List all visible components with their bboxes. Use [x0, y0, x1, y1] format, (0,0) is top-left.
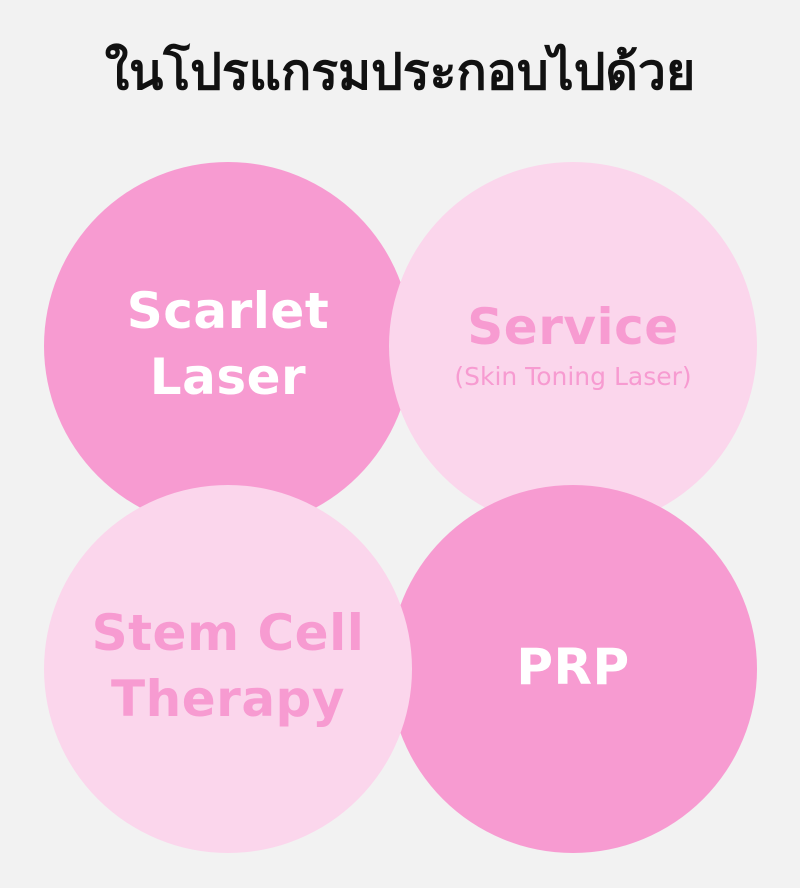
prp-circle: PRP	[389, 485, 757, 853]
service-subtitle: (Skin Toning Laser)	[454, 362, 692, 391]
page-title: ในโปรแกรมประกอบไปด้วย	[104, 43, 696, 101]
scarlet-laser-line2: Laser	[149, 348, 307, 406]
prp-label: PRP	[516, 634, 629, 700]
scarlet-laser-line1: Scarlet	[126, 282, 330, 340]
scarlet-laser-circle: Scarlet Laser	[44, 162, 412, 530]
stem-cell-line2: Therapy	[111, 670, 345, 728]
stem-cell-therapy-circle: Stem Cell Therapy	[44, 485, 412, 853]
scarlet-laser-label: Scarlet Laser	[127, 278, 330, 410]
service-title: Service	[467, 298, 679, 356]
prp-title: PRP	[516, 638, 630, 696]
service-label: Service (Skin Toning Laser)	[454, 294, 691, 392]
stem-cell-line1: Stem Cell	[91, 604, 365, 662]
service-circle: Service (Skin Toning Laser)	[389, 162, 757, 530]
stem-cell-therapy-label: Stem Cell Therapy	[92, 600, 365, 732]
